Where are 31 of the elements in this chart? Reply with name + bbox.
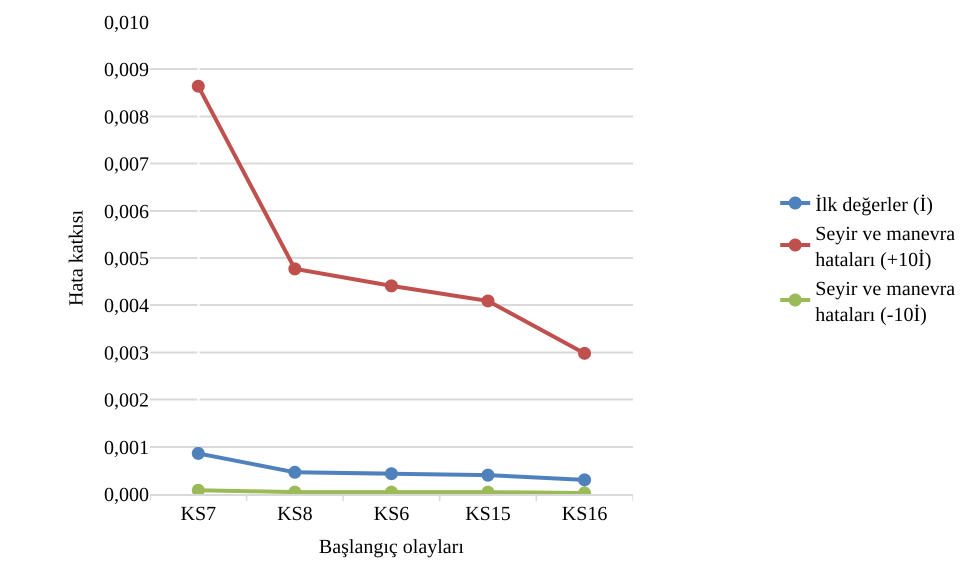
point — [481, 294, 494, 308]
y-tick-label: 0,010 — [104, 12, 149, 34]
y-tick-label: 0,007 — [104, 154, 149, 176]
legend-label: Seyir ve manevra hataları (+10İ) — [815, 222, 956, 271]
y-tick-label: 0,000 — [104, 484, 149, 506]
y-tick-label: 0,001 — [104, 436, 149, 459]
point — [481, 468, 494, 482]
point — [578, 346, 592, 360]
point — [384, 467, 398, 480]
point — [192, 80, 205, 93]
point — [288, 262, 302, 276]
point — [288, 466, 302, 479]
y-tick-label: 0,008 — [104, 106, 149, 128]
x-tick-label: KS6 — [374, 502, 410, 525]
y-tick-label: 0,006 — [104, 200, 149, 223]
x-tick-label: KS15 — [465, 502, 511, 525]
y-tick-label: 0,009 — [104, 59, 149, 82]
point — [578, 473, 592, 486]
point — [192, 446, 205, 460]
x-axis-title: Başlangıç olayları — [318, 536, 464, 558]
legend-label: İlk değerler (İ) — [815, 194, 933, 216]
y-tick-label: 0,002 — [104, 390, 149, 412]
legend-label: Seyir ve manevra hataları (-10İ) — [815, 278, 956, 326]
y-axis-title: Hata katkısı — [66, 210, 88, 306]
x-tick-label: KS7 — [180, 502, 216, 525]
x-tick-label: KS8 — [277, 502, 313, 525]
x-tick-label: KS16 — [562, 502, 608, 525]
y-tick-label: 0,003 — [104, 342, 149, 364]
point — [384, 279, 398, 292]
y-tick-label: 0,005 — [104, 248, 149, 270]
y-tick-label: 0,004 — [104, 295, 149, 318]
